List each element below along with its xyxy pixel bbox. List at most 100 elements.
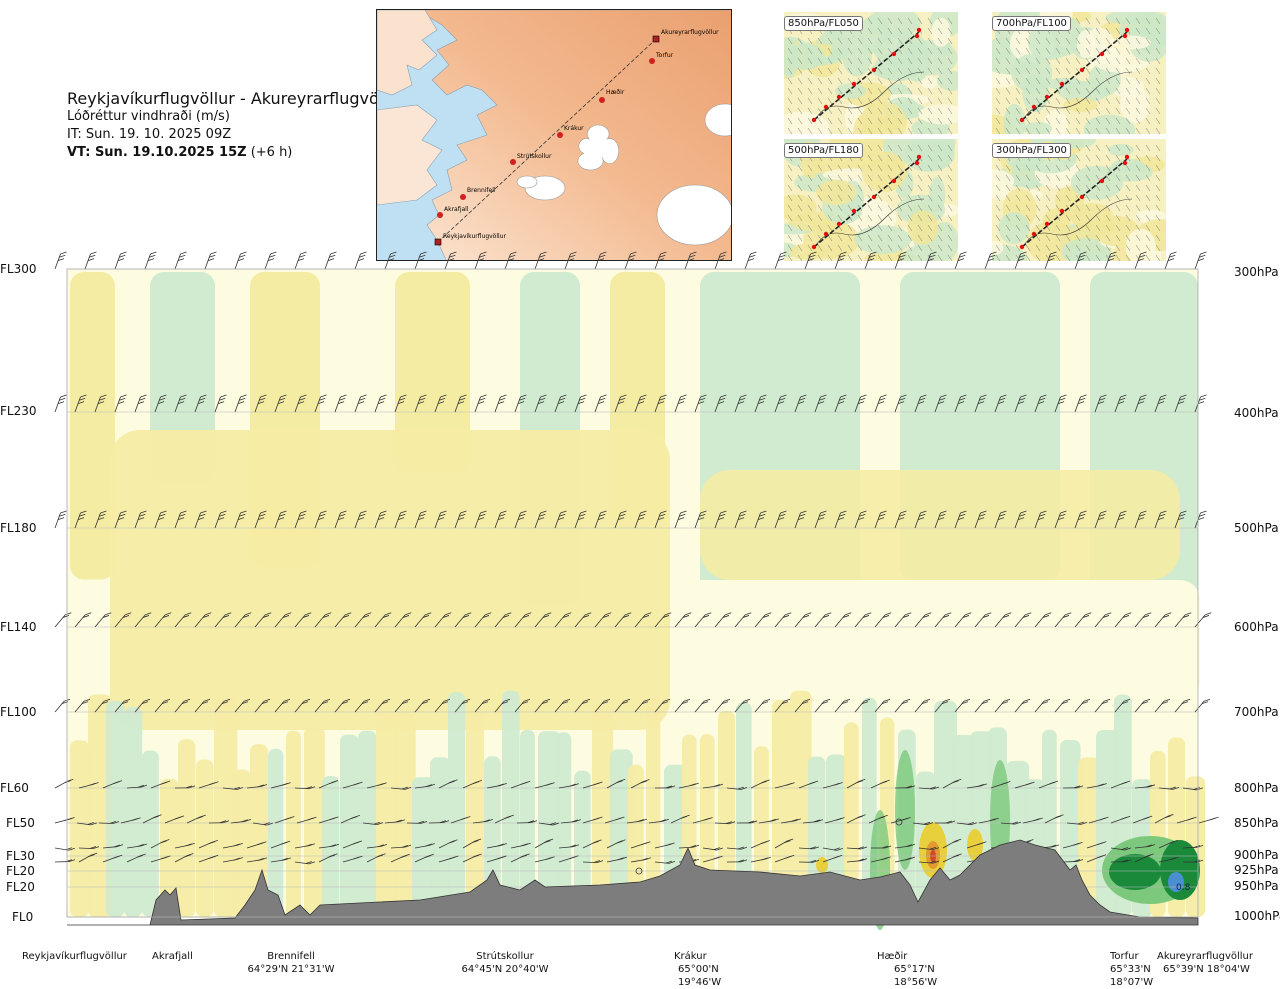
field-patch — [1109, 854, 1161, 890]
route-title: Reykjavíkurflugvöllur - Akureyrarflugvöl… — [67, 90, 404, 108]
field-patch — [196, 760, 214, 917]
mini-map-patch — [1112, 36, 1151, 50]
wind-barb — [115, 252, 126, 269]
mini-waypoint — [812, 245, 816, 249]
wind-barb — [175, 252, 186, 269]
wind-barb — [1015, 252, 1026, 269]
wind-barb — [565, 252, 576, 269]
location-name: Strútskollur — [460, 950, 550, 963]
mini-waypoint — [1123, 34, 1127, 38]
mini-waypoint — [892, 52, 896, 56]
route-map: Akureyrarflugvöllur Torfur Hæðir Krákur … — [376, 9, 732, 261]
hpa-label: 700hPa — [1234, 705, 1279, 719]
fl-label: FL140 — [0, 620, 37, 634]
mini-waypoint — [1080, 195, 1084, 199]
waypoint-akrafjall-marker — [437, 212, 443, 218]
init-time: IT: Sun. 19. 10. 2025 09Z — [67, 126, 404, 144]
fl-label: FL100 — [0, 705, 37, 719]
hpa-label: 300hPa — [1234, 265, 1279, 279]
wind-barb — [865, 252, 876, 269]
wind-barb — [355, 252, 366, 269]
wind-barb — [385, 252, 396, 269]
mini-map-patch — [1011, 54, 1052, 92]
waypoint-label: Akrafjall — [444, 206, 469, 213]
mini-map-label: 500hPa/FL180 — [784, 143, 863, 158]
mini-waypoint — [1080, 68, 1084, 72]
location-coord: 64°29'N 21°31'W — [246, 963, 336, 976]
wind-barb — [745, 252, 756, 269]
mini-waypoint — [872, 195, 876, 199]
waypoint-label: Krákur — [564, 125, 584, 132]
wind-barb — [955, 252, 966, 269]
waypoint-krakur-marker — [557, 132, 563, 138]
field-patch — [680, 580, 1200, 700]
field-patch — [286, 731, 301, 917]
hpa-label: 1000hPa — [1234, 909, 1280, 923]
mini-map-300: 300hPa/FL300 — [992, 139, 1166, 261]
waypoint-strutskollur-marker — [510, 159, 516, 165]
wind-barb — [985, 252, 996, 269]
wind-barb — [895, 252, 906, 269]
location-name: Krákur — [674, 950, 764, 963]
wind-barb — [55, 511, 66, 528]
hpa-label: 800hPa — [1234, 781, 1279, 795]
field-patch — [700, 470, 1180, 580]
field-patch — [110, 430, 670, 730]
mini-map-patch — [903, 139, 955, 172]
wind-barb — [415, 252, 426, 269]
wind-barb — [85, 252, 96, 269]
waypoint-brennifell-marker — [460, 194, 466, 200]
mini-map-patch — [904, 42, 931, 82]
wind-barb — [1105, 252, 1116, 269]
hpa-label: 850hPa — [1234, 816, 1279, 830]
mini-waypoint — [824, 232, 828, 236]
field-patch — [860, 272, 900, 472]
mini-waypoint — [915, 161, 919, 165]
wind-barb — [1135, 252, 1146, 269]
location-label: Akrafjall — [152, 950, 193, 963]
location-coord: 65°39'N 18°04'W — [1163, 963, 1279, 976]
wind-barb — [295, 252, 306, 269]
waypoint-label: Reykjavíkurflugvöllur — [443, 233, 506, 240]
mini-waypoint — [1100, 52, 1104, 56]
mini-map-label: 700hPa/FL100 — [992, 16, 1071, 31]
hpa-label: 900hPa — [1234, 848, 1279, 862]
field-patch — [124, 707, 142, 917]
vertical-velocity-field — [70, 272, 1205, 930]
wind-barb — [595, 252, 606, 269]
mini-waypoint — [1020, 118, 1024, 122]
wind-barb — [1165, 252, 1176, 269]
mini-map-label: 850hPa/FL050 — [784, 16, 863, 31]
mini-map-patch — [859, 15, 892, 53]
field-patch — [816, 857, 828, 873]
fl-label: FL0 — [12, 910, 33, 924]
field-patch — [232, 770, 251, 917]
location-coord: 64°45'N 20°40'W — [460, 963, 550, 976]
field-patch — [430, 757, 450, 917]
fl-label: FL20 — [6, 864, 35, 878]
wind-barb — [1045, 252, 1056, 269]
fl-label: FL50 — [6, 816, 35, 830]
cross-section-plot: 0.8 — [0, 250, 1280, 940]
title-block: Reykjavíkurflugvöllur - Akureyrarflugvöl… — [67, 90, 404, 162]
wind-barb — [55, 395, 66, 412]
mini-waypoint — [892, 179, 896, 183]
wind-barb — [925, 252, 936, 269]
wind-barb — [265, 252, 276, 269]
mini-waypoint — [872, 68, 876, 72]
wind-barb — [1195, 252, 1206, 269]
fl-label: FL300 — [0, 262, 37, 276]
mini-waypoint — [917, 155, 921, 159]
wind-barb — [445, 252, 456, 269]
hpa-label: 400hPa — [1234, 406, 1279, 420]
mini-waypoint — [1125, 155, 1129, 159]
fl-label: FL230 — [0, 404, 37, 418]
location-name: Reykjavíkurflugvöllur — [22, 950, 127, 963]
location-coord: 65°17'N 18°56'W — [894, 963, 977, 989]
valid-time: VT: Sun. 19.10.2025 15Z (+6 h) — [67, 144, 404, 162]
wind-barb — [505, 252, 516, 269]
mini-map-850: 850hPa/FL050 — [784, 12, 958, 134]
waypoint-label: Hæðir — [606, 89, 625, 96]
